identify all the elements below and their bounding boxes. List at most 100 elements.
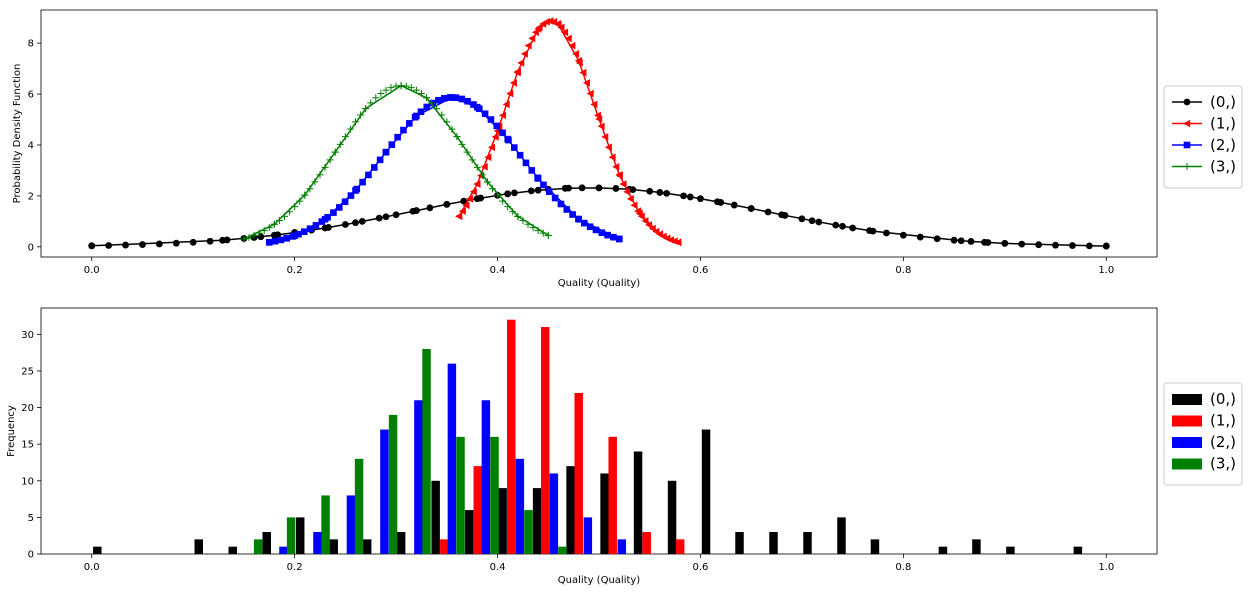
histogram-bar (803, 532, 812, 554)
pdf-data-point (412, 207, 420, 214)
pdf-data-point (362, 105, 370, 113)
pdf-data-point (967, 238, 975, 245)
histogram-bar (667, 480, 677, 554)
pdf-data-point (341, 198, 349, 206)
histogram-y-tick-label: 10 (21, 476, 34, 487)
histogram-bar (329, 539, 338, 554)
pdf-data-point (869, 227, 877, 235)
pdf-data-point (557, 200, 565, 208)
pdf-data-point (517, 59, 525, 67)
pdf-data-point (265, 224, 273, 232)
pdf-data-point (435, 96, 442, 104)
pdf-data-point (270, 231, 278, 239)
pdf-data-point (516, 151, 524, 159)
pdf-data-point (604, 143, 612, 152)
histogram-bar (566, 466, 575, 554)
pdf-data-point (510, 144, 518, 151)
pdf-data-point (561, 28, 569, 37)
pdf-y-axis-label: Probability Density Function (12, 64, 23, 204)
histogram-bar (540, 327, 550, 554)
pdf-data-point (544, 231, 552, 239)
pdf-data-point (747, 205, 755, 212)
pdf-data-point (473, 195, 481, 203)
pdf-data-point (546, 17, 554, 25)
pdf-data-point (680, 192, 687, 200)
histogram-y-tick-label: 25 (21, 366, 34, 377)
histogram-y-tick-label: 20 (21, 403, 34, 414)
pdf-data-point (504, 190, 512, 198)
pdf-data-point (764, 208, 772, 216)
pdf-data-point (563, 206, 571, 213)
histogram-bar (295, 517, 305, 554)
pdf-data-point (440, 95, 448, 102)
pdf-legend-label: (3,) (1210, 158, 1236, 176)
pdf-data-point (438, 111, 446, 119)
pdf-data-point (883, 229, 890, 237)
histogram-bar (388, 414, 398, 554)
pdf-data-point (554, 20, 562, 29)
pdf-data-point (839, 222, 846, 230)
histogram-legend-label: (0,) (1210, 390, 1236, 408)
pdf-data-point (382, 86, 390, 94)
histogram-legend-label: (1,) (1210, 412, 1236, 430)
histogram-bar (701, 429, 711, 554)
pdf-data-point (376, 156, 384, 164)
pdf-data-point (341, 133, 349, 141)
pdf-legend-marker (1183, 163, 1191, 170)
pdf-data-point (375, 214, 383, 222)
pdf-data-point (608, 153, 616, 162)
pdf-data-point (468, 156, 476, 164)
histogram-legend-swatch (1172, 437, 1202, 448)
pdf-data-point (388, 141, 396, 148)
histogram-x-axis-label: Quality (Quality) (558, 575, 641, 586)
histogram-legend-swatch (1172, 415, 1202, 427)
pdf-data-point (502, 100, 510, 109)
pdf-data-point (484, 153, 492, 162)
pdf-data-point (352, 187, 359, 194)
pdf-data-point (1001, 239, 1009, 247)
pdf-data-point (392, 82, 400, 90)
pdf-data-point (494, 191, 502, 199)
pdf-data-point (540, 181, 547, 189)
histogram-bar (574, 392, 583, 554)
pdf-data-point (488, 185, 496, 193)
histogram-legend-label: (3,) (1210, 455, 1236, 473)
pdf-data-point (417, 89, 425, 97)
pdf-data-point (291, 232, 298, 239)
histogram-bar (286, 517, 296, 554)
pdf-data-point (443, 201, 451, 208)
pdf-data-point (295, 230, 302, 238)
pdf-data-point (478, 171, 486, 179)
pdf-data-point (321, 224, 329, 232)
pdf-data-point (448, 125, 456, 133)
histogram-bar (321, 495, 330, 554)
pdf-data-point (155, 240, 163, 248)
pdf-data-point (778, 211, 786, 219)
histogram-plot-frame (40, 307, 1158, 555)
pdf-legend-label: (1,) (1210, 115, 1236, 133)
pdf-data-point (981, 238, 988, 246)
pdf-data-point (583, 79, 591, 87)
pdf-data-point (105, 242, 113, 249)
pdf-data-point (316, 171, 324, 179)
pdf-data-point (539, 229, 547, 237)
pdf-data-point (551, 194, 559, 202)
pdf-data-point (623, 187, 631, 196)
pdf-data-point (524, 41, 532, 50)
histogram-x-tick-label: 0.2 (287, 562, 303, 573)
pdf-data-point (514, 212, 522, 220)
pdf-data-point (524, 220, 532, 228)
histogram-bar (279, 546, 288, 554)
pdf-data-point (312, 222, 320, 229)
pdf-data-point (331, 148, 339, 156)
pdf-x-tick-label: 0.2 (287, 265, 303, 276)
pdf-data-point (372, 94, 380, 102)
pdf-data-point (358, 217, 366, 225)
pdf-data-point (458, 95, 466, 103)
pdf-data-point (255, 229, 263, 237)
pdf-y-tick-label: 6 (28, 90, 34, 101)
pdf-data-point (520, 50, 528, 58)
pdf-data-point (458, 140, 466, 148)
histogram-bar (675, 539, 685, 554)
histogram-bar (456, 436, 465, 554)
